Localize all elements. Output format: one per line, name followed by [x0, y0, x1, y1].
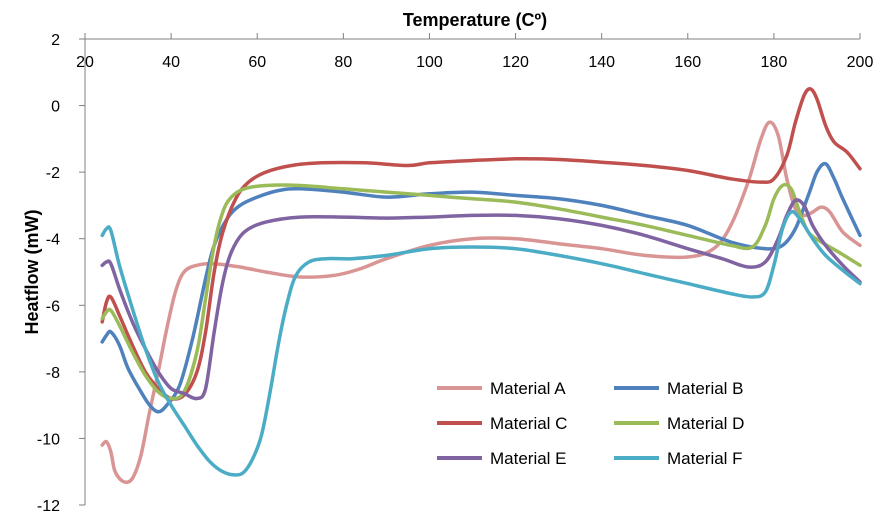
- y-axis: 2 0 -2 -4 -6 -8 -10 -12: [37, 32, 86, 512]
- y-tick-label: -12: [37, 498, 60, 512]
- y-axis-title: Heatflow (mW): [22, 210, 42, 335]
- y-tick-label: 2: [51, 32, 60, 49]
- y-tick-label: -4: [46, 232, 60, 249]
- y-tick-label: -2: [46, 165, 60, 182]
- legend-label-material-c: Material C: [490, 414, 567, 433]
- series-line-material-f: [100, 209, 862, 477]
- x-tick-label: 40: [162, 54, 180, 71]
- x-tick-label: 200: [847, 54, 874, 71]
- x-tick-label: 80: [334, 54, 352, 71]
- legend-label-material-f: Material F: [667, 449, 743, 468]
- series-line-material-d: [100, 182, 862, 401]
- legend-label-material-b: Material B: [667, 379, 744, 398]
- x-tick-label: 180: [761, 54, 788, 71]
- x-tick-label: 60: [248, 54, 266, 71]
- series-layer: [100, 87, 862, 485]
- y-tick-label: 0: [51, 99, 60, 116]
- legend: Material A Material B Material C Material D…: [437, 379, 744, 468]
- x-tick-label: 100: [416, 54, 443, 71]
- legend-label-material-a: Material A: [490, 379, 566, 398]
- x-axis-title: Temperature (Cº): [403, 10, 547, 30]
- x-tick-label: 120: [502, 54, 529, 71]
- y-tick-label: -10: [37, 431, 60, 448]
- x-axis: 20 40 60 80 100 120 140 160 180 200: [76, 33, 873, 71]
- legend-label-material-e: Material E: [490, 449, 567, 468]
- x-tick-label: 160: [674, 54, 701, 71]
- y-tick-label: -8: [46, 365, 60, 382]
- x-tick-label: 140: [588, 54, 615, 71]
- series-line-material-b: [100, 161, 862, 414]
- series-line-material-a: [100, 120, 862, 485]
- y-tick-label: -6: [46, 298, 60, 315]
- legend-label-material-d: Material D: [667, 414, 744, 433]
